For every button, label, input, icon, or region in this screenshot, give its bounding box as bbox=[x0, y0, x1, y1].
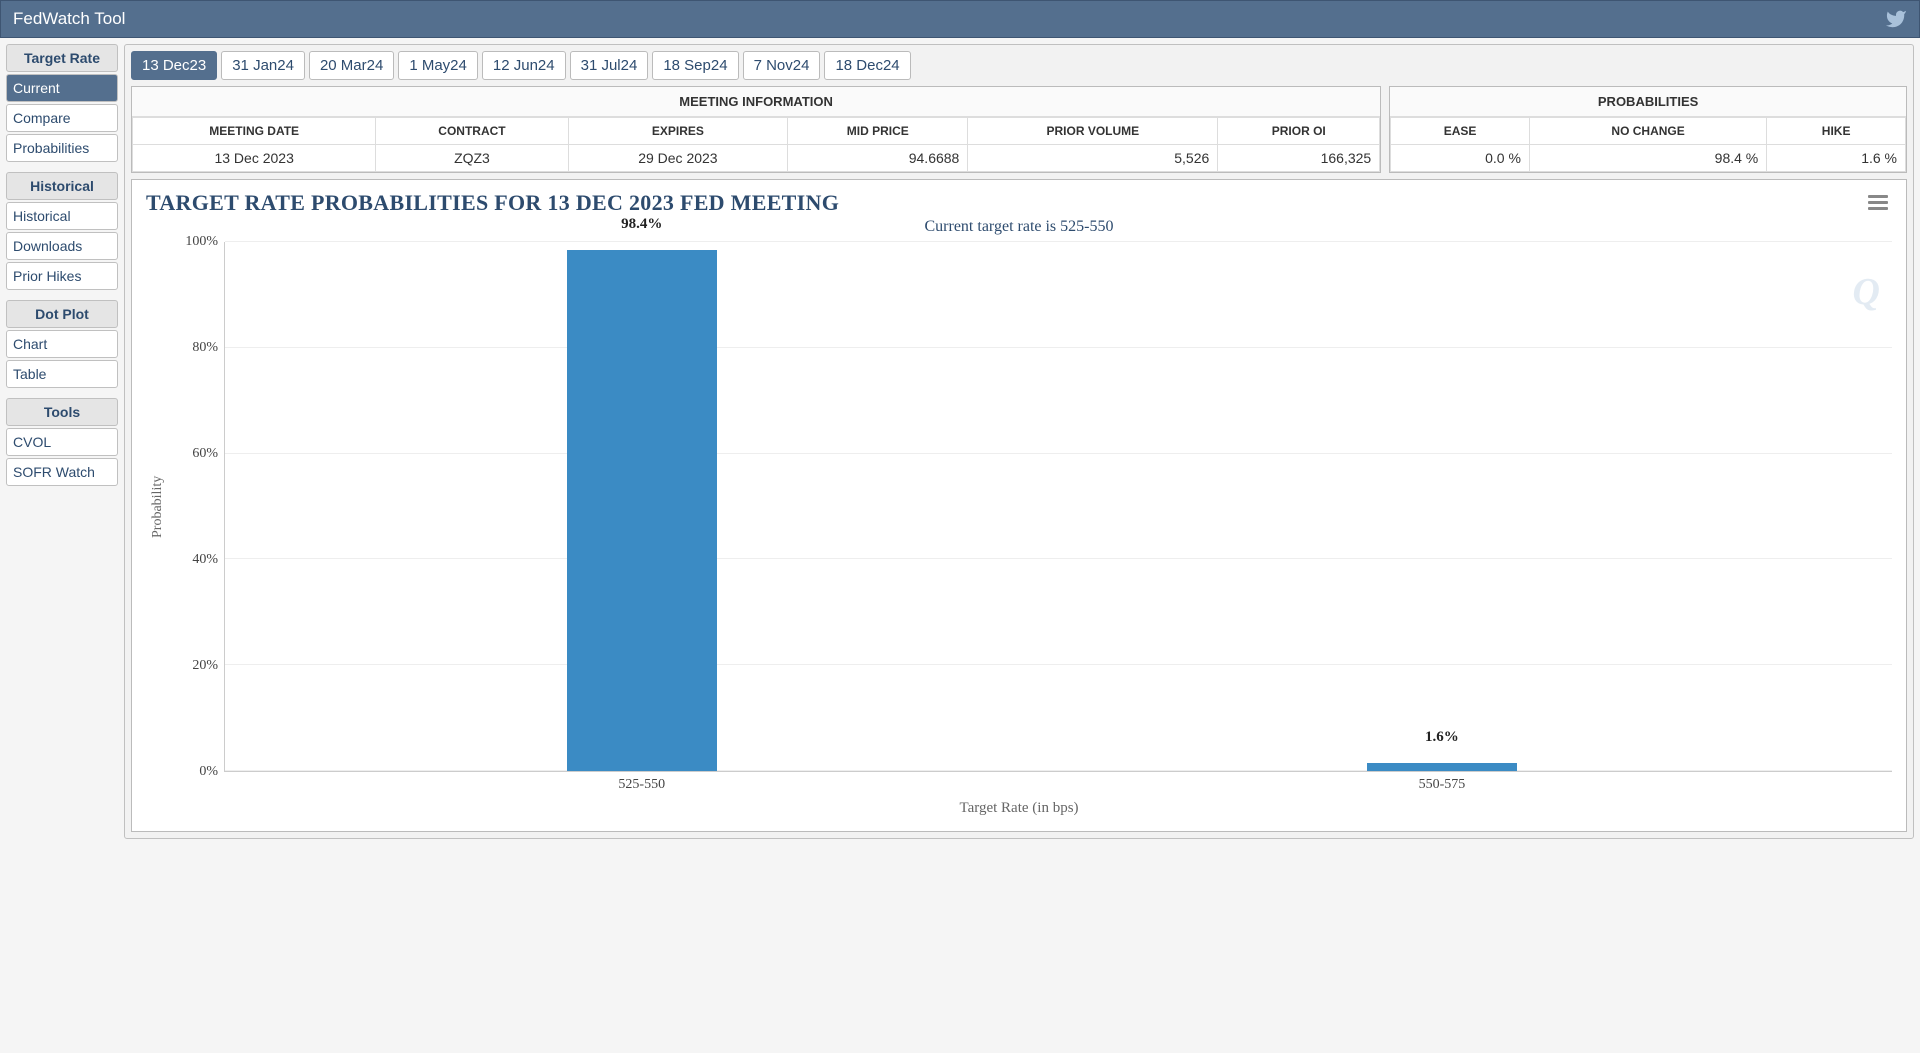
sidebar-item-chart[interactable]: Chart bbox=[6, 330, 118, 358]
cell-prior-oi: 166,325 bbox=[1218, 145, 1380, 172]
tab-31-jul24[interactable]: 31 Jul24 bbox=[570, 51, 649, 80]
cell-mid-price: 94.6688 bbox=[788, 145, 968, 172]
table-row: 0.0 % 98.4 % 1.6 % bbox=[1391, 145, 1906, 172]
info-row: MEETING INFORMATION MEETING DATE CONTRAC… bbox=[131, 86, 1907, 173]
date-tabs: 13 Dec2331 Jan2420 Mar241 May2412 Jun243… bbox=[131, 51, 1907, 80]
cell-ease: 0.0 % bbox=[1391, 145, 1530, 172]
sidebar-item-compare[interactable]: Compare bbox=[6, 104, 118, 132]
chart-bar[interactable] bbox=[567, 250, 717, 771]
sidebar-item-table[interactable]: Table bbox=[6, 360, 118, 388]
tab-12-jun24[interactable]: 12 Jun24 bbox=[482, 51, 566, 80]
sidebar-item-historical[interactable]: Historical bbox=[6, 202, 118, 230]
grid-line bbox=[225, 347, 1892, 348]
sidebar-item-cvol[interactable]: CVOL bbox=[6, 428, 118, 456]
col-ease: EASE bbox=[1391, 118, 1530, 145]
sidebar-item-prior-hikes[interactable]: Prior Hikes bbox=[6, 262, 118, 290]
chart-subtitle: Current target rate is 525-550 bbox=[146, 218, 1892, 236]
sidebar-group-header: Historical bbox=[6, 172, 118, 200]
twitter-icon[interactable] bbox=[1885, 8, 1907, 30]
y-axis-label: Probability bbox=[146, 242, 170, 772]
col-contract: CONTRACT bbox=[376, 118, 568, 145]
col-expires: EXPIRES bbox=[568, 118, 788, 145]
tab-20-mar24[interactable]: 20 Mar24 bbox=[309, 51, 394, 80]
sidebar-group-header: Tools bbox=[6, 398, 118, 426]
sidebar-item-probabilities[interactable]: Probabilities bbox=[6, 134, 118, 162]
col-meeting-date: MEETING DATE bbox=[133, 118, 376, 145]
col-mid-price: MID PRICE bbox=[788, 118, 968, 145]
y-tick: 80% bbox=[192, 340, 218, 356]
y-axis: 0%20%40%60%80%100% bbox=[170, 242, 224, 772]
sidebar-group-header: Dot Plot bbox=[6, 300, 118, 328]
grid-line bbox=[225, 558, 1892, 559]
tab-1-may24[interactable]: 1 May24 bbox=[398, 51, 478, 80]
x-tick: 550-575 bbox=[1419, 771, 1466, 793]
sidebar-group-header: Target Rate bbox=[6, 44, 118, 72]
cell-no-change: 98.4 % bbox=[1529, 145, 1766, 172]
main-layout: Target RateCurrentCompareProbabilities Hi… bbox=[0, 38, 1920, 845]
sidebar-item-downloads[interactable]: Downloads bbox=[6, 232, 118, 260]
tab-18-sep24[interactable]: 18 Sep24 bbox=[652, 51, 738, 80]
table-row: 13 Dec 2023 ZQZ3 29 Dec 2023 94.6688 5,5… bbox=[133, 145, 1380, 172]
chart-area: Probability 0%20%40%60%80%100% Q 98.4%52… bbox=[146, 242, 1892, 772]
y-tick: 40% bbox=[192, 552, 218, 568]
x-tick: 525-550 bbox=[618, 771, 665, 793]
col-prior-volume: PRIOR VOLUME bbox=[968, 118, 1218, 145]
grid-line bbox=[225, 664, 1892, 665]
y-tick: 60% bbox=[192, 446, 218, 462]
cell-prior-volume: 5,526 bbox=[968, 145, 1218, 172]
col-prior-oi: PRIOR OI bbox=[1218, 118, 1380, 145]
content-panel: 13 Dec2331 Jan2420 Mar241 May2412 Jun243… bbox=[124, 44, 1914, 839]
tab-13-dec23[interactable]: 13 Dec23 bbox=[131, 51, 217, 80]
chart-watermark: Q bbox=[1853, 270, 1880, 314]
meeting-info-title: MEETING INFORMATION bbox=[132, 87, 1380, 117]
y-tick: 0% bbox=[199, 764, 218, 780]
app-title: FedWatch Tool bbox=[13, 9, 125, 29]
grid-line bbox=[225, 241, 1892, 242]
tab-7-nov24[interactable]: 7 Nov24 bbox=[743, 51, 821, 80]
chart-plot[interactable]: Q 98.4%525-5501.6%550-575 bbox=[224, 242, 1892, 772]
grid-line bbox=[225, 770, 1892, 771]
bar-value-label: 1.6% bbox=[1425, 729, 1459, 746]
col-no-change: NO CHANGE bbox=[1529, 118, 1766, 145]
chart-menu-icon[interactable] bbox=[1868, 192, 1888, 213]
cell-contract: ZQZ3 bbox=[376, 145, 568, 172]
grid-line bbox=[225, 453, 1892, 454]
table-header-row: MEETING DATE CONTRACT EXPIRES MID PRICE … bbox=[133, 118, 1380, 145]
table-header-row: EASE NO CHANGE HIKE bbox=[1391, 118, 1906, 145]
meeting-info-panel: MEETING INFORMATION MEETING DATE CONTRAC… bbox=[131, 86, 1381, 173]
cell-hike: 1.6 % bbox=[1767, 145, 1906, 172]
sidebar-item-current[interactable]: Current bbox=[6, 74, 118, 102]
app-header: FedWatch Tool bbox=[0, 0, 1920, 38]
meeting-info-table: MEETING DATE CONTRACT EXPIRES MID PRICE … bbox=[132, 117, 1380, 172]
tab-31-jan24[interactable]: 31 Jan24 bbox=[221, 51, 305, 80]
tab-18-dec24[interactable]: 18 Dec24 bbox=[824, 51, 910, 80]
cell-meeting-date: 13 Dec 2023 bbox=[133, 145, 376, 172]
y-tick: 20% bbox=[192, 658, 218, 674]
chart-title: TARGET RATE PROBABILITIES FOR 13 DEC 202… bbox=[146, 190, 1892, 216]
bar-value-label: 98.4% bbox=[621, 216, 662, 233]
x-axis-label: Target Rate (in bps) bbox=[146, 800, 1892, 817]
probabilities-title: PROBABILITIES bbox=[1390, 87, 1906, 117]
sidebar: Target RateCurrentCompareProbabilities Hi… bbox=[6, 44, 118, 839]
probabilities-panel: PROBABILITIES EASE NO CHANGE HIKE 0.0 % … bbox=[1389, 86, 1907, 173]
col-hike: HIKE bbox=[1767, 118, 1906, 145]
y-tick: 100% bbox=[185, 234, 218, 250]
probabilities-table: EASE NO CHANGE HIKE 0.0 % 98.4 % 1.6 % bbox=[1390, 117, 1906, 172]
cell-expires: 29 Dec 2023 bbox=[568, 145, 788, 172]
chart-panel: TARGET RATE PROBABILITIES FOR 13 DEC 202… bbox=[131, 179, 1907, 832]
sidebar-item-sofr-watch[interactable]: SOFR Watch bbox=[6, 458, 118, 486]
chart-bar[interactable] bbox=[1367, 763, 1517, 771]
